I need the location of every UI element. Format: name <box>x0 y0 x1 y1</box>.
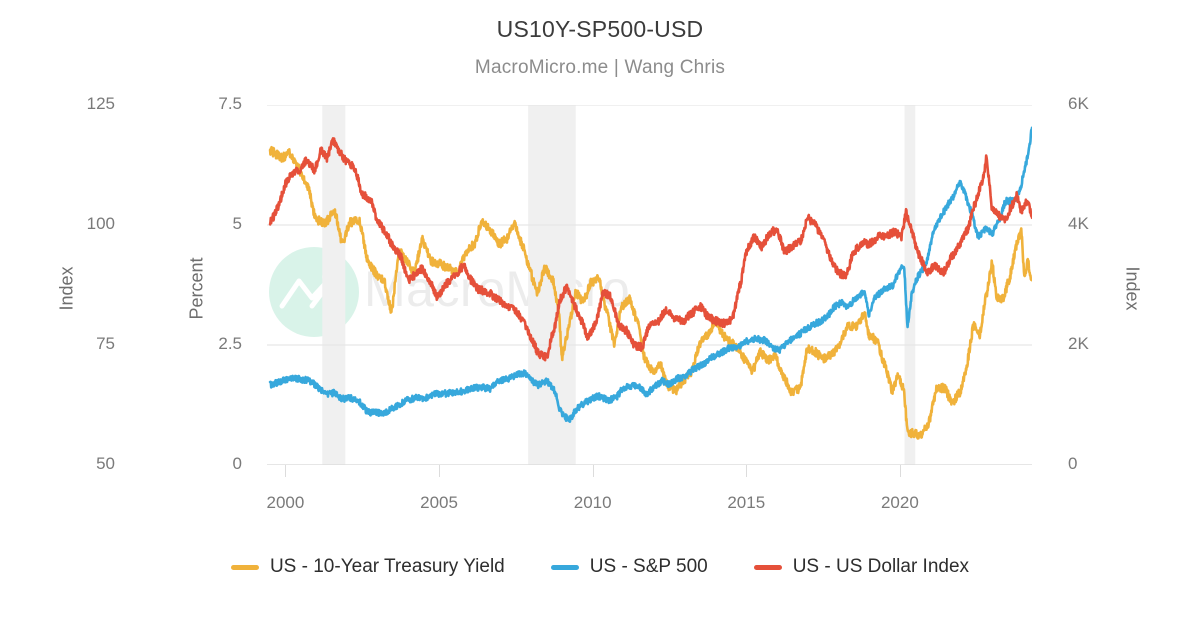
xtick-mark <box>439 465 441 477</box>
legend-swatch-3 <box>753 564 782 570</box>
plot-canvas <box>267 105 1032 465</box>
legend-label-2: US - S&P 500 <box>589 556 708 577</box>
ytick-left-outer-75: 75 <box>96 334 115 353</box>
ytick-right-6K: 6K <box>1068 94 1089 113</box>
legend-label-3: US - US Dollar Index <box>792 556 970 577</box>
ytick-left-inner-5: 5 <box>232 214 242 233</box>
ytick-right-2K: 2K <box>1068 334 1089 353</box>
ytick-left-inner-2.5: 2.5 <box>218 334 242 353</box>
legend-item-1[interactable]: US - 10-Year Treasury Yield <box>230 556 505 578</box>
series-line-2 <box>268 126 1032 423</box>
legend-item-3[interactable]: US - US Dollar Index <box>753 556 970 578</box>
chart-title: US10Y-SP500-USD <box>496 16 704 42</box>
legend-item-2[interactable]: US - S&P 500 <box>550 556 708 578</box>
xtick-mark <box>899 465 901 477</box>
xtick-mark <box>285 465 287 477</box>
xtick-mark <box>592 465 594 477</box>
ytick-left-inner-0: 0 <box>232 454 242 473</box>
xtick-2010: 2010 <box>573 493 612 512</box>
ytick-left-inner-7.5: 7.5 <box>218 94 242 113</box>
series-line-1 <box>268 145 1032 440</box>
xtick-2005: 2005 <box>420 493 458 512</box>
ytick-right-0: 0 <box>1068 454 1078 473</box>
xtick-2015: 2015 <box>727 493 766 512</box>
xtick-mark <box>746 465 748 477</box>
plot-area <box>267 105 1032 465</box>
ytick-left-outer-100: 100 <box>86 214 115 233</box>
chart-legend: US - 10-Year Treasury Yield US - S&P 500 U… <box>0 556 1200 578</box>
chart-subtitle: MacroMicro.me | Wang Chris <box>474 57 726 78</box>
ytick-left-outer-50: 50 <box>96 454 115 473</box>
axis-title-left-inner: Percent <box>186 257 207 320</box>
legend-swatch-1 <box>230 564 259 570</box>
axis-title-left-outer: Index <box>56 266 77 311</box>
xtick-2000: 2000 <box>266 493 305 512</box>
legend-swatch-2 <box>550 564 579 570</box>
ytick-left-outer-125: 125 <box>86 94 115 113</box>
series-line-3 <box>268 137 1032 362</box>
xtick-2020: 2020 <box>880 493 919 512</box>
legend-label-1: US - 10-Year Treasury Yield <box>269 556 505 577</box>
axis-title-right: Index <box>1122 266 1143 311</box>
ytick-right-4K: 4K <box>1068 214 1089 233</box>
